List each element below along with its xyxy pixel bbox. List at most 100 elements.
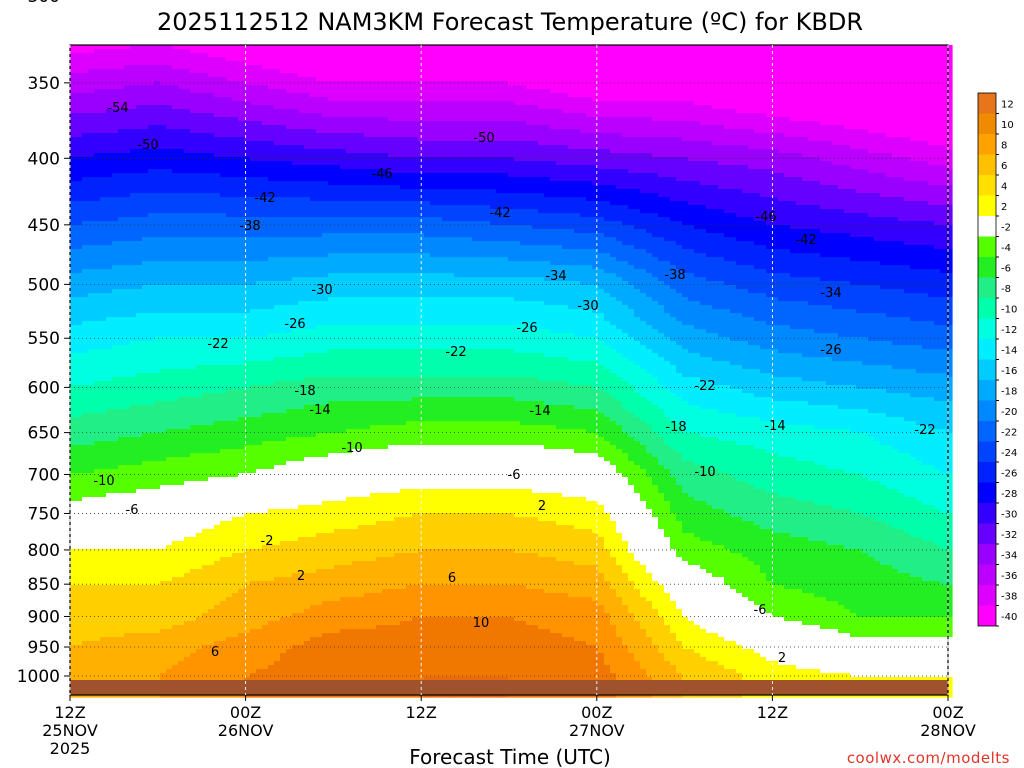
- heat-cell: [856, 53, 863, 58]
- heat-cell: [256, 85, 263, 90]
- heat-cell: [850, 81, 857, 86]
- heat-cell: [934, 53, 941, 58]
- heat-cell: [370, 85, 377, 90]
- heat-cell: [832, 45, 839, 50]
- heat-cell: [124, 53, 131, 58]
- heat-cell: [178, 53, 185, 58]
- heat-cell: [298, 61, 305, 66]
- heat-cell: [676, 81, 683, 86]
- heat-cell: [214, 61, 221, 66]
- heat-cell: [154, 81, 161, 86]
- heat-cell: [610, 97, 617, 102]
- heat-cell: [544, 73, 551, 78]
- heat-cell: [298, 49, 305, 54]
- heat-cell: [496, 97, 503, 102]
- heat-cell: [856, 49, 863, 54]
- heat-cell: [292, 77, 299, 82]
- heat-cell: [580, 49, 587, 54]
- heat-cell: [250, 61, 257, 66]
- heat-cell: [502, 85, 509, 90]
- heat-cell: [778, 93, 785, 98]
- heat-cell: [556, 57, 563, 62]
- heat-cell: [844, 97, 851, 102]
- heat-cell: [874, 69, 881, 74]
- heat-cell: [484, 77, 491, 82]
- heat-cell: [430, 97, 437, 102]
- heat-cell: [466, 61, 473, 66]
- heat-cell: [250, 101, 257, 106]
- heat-cell: [310, 53, 317, 58]
- heat-cell: [838, 69, 845, 74]
- heat-cell: [298, 93, 305, 98]
- heat-cell: [748, 57, 755, 62]
- heat-cell: [886, 61, 893, 66]
- heat-cell: [352, 45, 359, 50]
- heat-cell: [940, 89, 947, 94]
- heat-cell: [484, 73, 491, 78]
- heat-cell: [472, 101, 479, 106]
- heat-cell: [178, 61, 185, 66]
- heat-cell: [460, 49, 467, 54]
- heat-cell: [400, 49, 407, 54]
- heat-cell: [400, 101, 407, 106]
- heat-cell: [328, 97, 335, 102]
- heat-cell: [298, 77, 305, 82]
- heat-cell: [328, 49, 335, 54]
- heat-cell: [544, 81, 551, 86]
- heat-cell: [250, 69, 257, 74]
- heat-cell: [610, 65, 617, 70]
- heat-cell: [796, 57, 803, 62]
- heat-cell: [514, 49, 521, 54]
- heat-cell: [292, 69, 299, 74]
- heat-cell: [694, 101, 701, 106]
- heat-cell: [292, 53, 299, 58]
- heat-cell: [202, 49, 209, 54]
- heat-cell: [856, 57, 863, 62]
- heat-cell: [670, 69, 677, 74]
- heat-cell: [130, 81, 137, 86]
- heat-cell: [658, 97, 665, 102]
- heat-cell: [508, 69, 515, 74]
- heat-cell: [904, 101, 911, 106]
- heat-cell: [142, 73, 149, 78]
- heat-cell: [712, 49, 719, 54]
- heat-cell: [592, 97, 599, 102]
- heat-cell: [196, 97, 203, 102]
- heat-cell: [682, 93, 689, 98]
- heat-cell: [844, 61, 851, 66]
- heat-cell: [652, 61, 659, 66]
- heat-cell: [226, 73, 233, 78]
- heat-cell: [94, 97, 101, 102]
- heat-cell: [478, 101, 485, 106]
- heat-cell: [916, 81, 923, 86]
- heat-cell: [220, 97, 227, 102]
- heat-cell: [160, 77, 167, 82]
- heat-cell: [412, 61, 419, 66]
- heat-cell: [784, 69, 791, 74]
- heat-cell: [898, 61, 905, 66]
- heat-cell: [682, 53, 689, 58]
- heat-cell: [190, 89, 197, 94]
- heat-cell: [520, 77, 527, 82]
- heat-cell: [802, 101, 809, 106]
- heat-cell: [322, 93, 329, 98]
- heat-cell: [622, 61, 629, 66]
- heat-cell: [358, 65, 365, 70]
- heat-cell: [232, 77, 239, 82]
- heat-cell: [142, 101, 149, 106]
- heat-cell: [298, 57, 305, 62]
- heat-cell: [784, 65, 791, 70]
- heat-cell: [232, 53, 239, 58]
- heat-cell: [748, 65, 755, 70]
- heat-cell: [880, 69, 887, 74]
- heat-cell: [832, 53, 839, 58]
- heat-cell: [316, 101, 323, 106]
- heat-cell: [400, 69, 407, 74]
- heat-cell: [856, 73, 863, 78]
- heat-cell: [142, 53, 149, 58]
- heat-cell: [712, 61, 719, 66]
- heat-cell: [316, 49, 323, 54]
- heat-cell: [760, 81, 767, 86]
- heat-cell: [946, 89, 953, 94]
- heat-cell: [232, 61, 239, 66]
